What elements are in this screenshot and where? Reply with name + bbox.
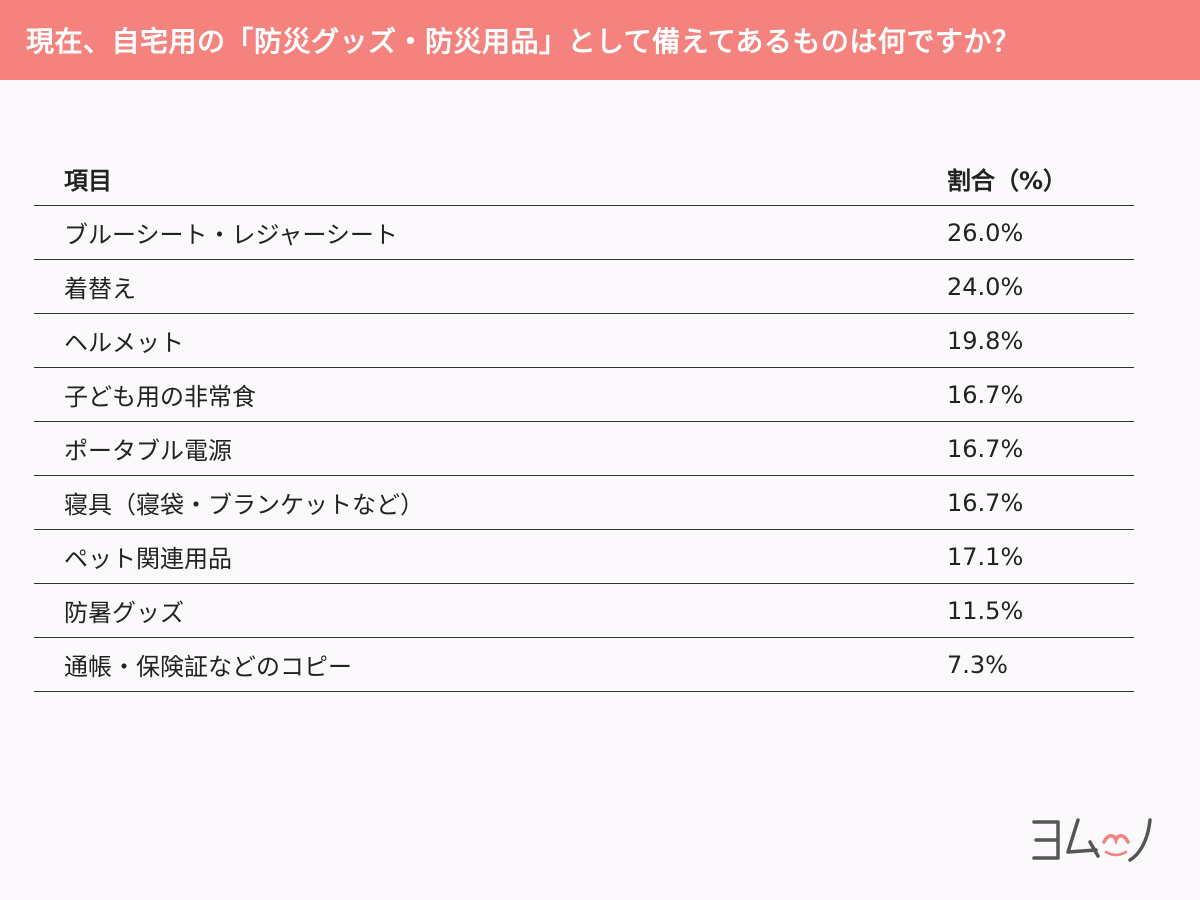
- row-item-label: 着替え: [34, 259, 947, 314]
- row-percent-value: 16.7%: [947, 367, 1134, 422]
- row-item-label: 寝具（寝袋・ブランケットなど）: [34, 475, 947, 530]
- row-item-label: ブルーシート・レジャーシート: [34, 205, 947, 260]
- yomuno-logo: [1030, 812, 1154, 868]
- row-percent-value: 7.3%: [947, 637, 1134, 692]
- table-row: ペット関連用品 17.1%: [34, 529, 1134, 584]
- table-row: 着替え 24.0%: [34, 259, 1134, 314]
- column-header-item: 項目: [34, 152, 947, 206]
- row-item-label: ポータブル電源: [34, 421, 947, 476]
- data-table: 項目 割合（%） ブルーシート・レジャーシート 26.0% 着替え 24.0% …: [34, 152, 1134, 692]
- row-item-label: 防暑グッズ: [34, 583, 947, 638]
- row-percent-value: 16.7%: [947, 475, 1134, 530]
- row-percent-value: 26.0%: [947, 205, 1134, 260]
- header-bar: 現在、自宅用の「防災グッズ・防災用品」として備えてあるものは何ですか？: [0, 0, 1200, 80]
- table-row: 子ども用の非常食 16.7%: [34, 367, 1134, 422]
- page-title: 現在、自宅用の「防災グッズ・防災用品」として備えてあるものは何ですか？: [26, 25, 1021, 58]
- row-item-label: ヘルメット: [34, 313, 947, 368]
- row-percent-value: 24.0%: [947, 259, 1134, 314]
- row-item-label: 子ども用の非常食: [34, 367, 947, 422]
- table-container: 項目 割合（%） ブルーシート・レジャーシート 26.0% 着替え 24.0% …: [34, 152, 1134, 692]
- row-percent-value: 11.5%: [947, 583, 1134, 638]
- row-percent-value: 16.7%: [947, 421, 1134, 476]
- table-row: ブルーシート・レジャーシート 26.0%: [34, 205, 1134, 260]
- yomuno-logo-icon: [1032, 818, 1152, 862]
- row-item-label: 通帳・保険証などのコピー: [34, 637, 947, 692]
- row-percent-value: 17.1%: [947, 529, 1134, 584]
- table-row: ヘルメット 19.8%: [34, 313, 1134, 368]
- row-item-label: ペット関連用品: [34, 529, 947, 584]
- table-row: 寝具（寝袋・ブランケットなど） 16.7%: [34, 475, 1134, 530]
- table-row: 通帳・保険証などのコピー 7.3%: [34, 637, 1134, 692]
- column-header-percent: 割合（%）: [947, 152, 1134, 206]
- table-row: 防暑グッズ 11.5%: [34, 583, 1134, 638]
- row-percent-value: 19.8%: [947, 313, 1134, 368]
- table-row: ポータブル電源 16.7%: [34, 421, 1134, 476]
- table-header-row: 項目 割合（%）: [34, 152, 1134, 206]
